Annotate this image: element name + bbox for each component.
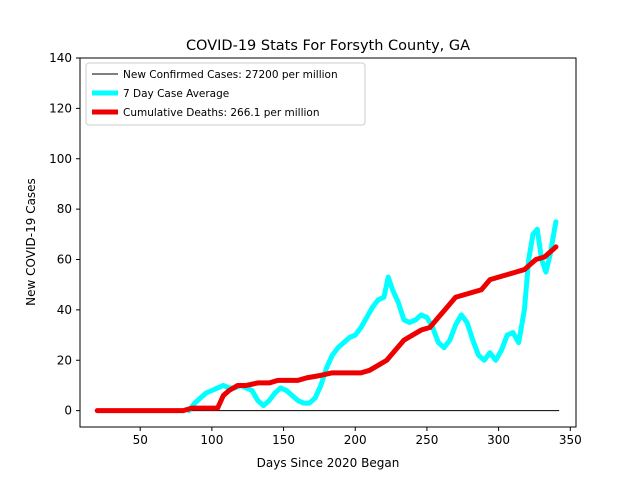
x-tick-label: 50 <box>133 433 148 447</box>
axes-frame <box>79 57 577 428</box>
y-tick-label: 20 <box>57 353 72 367</box>
y-tick-label: 100 <box>49 152 72 166</box>
legend-box <box>85 62 366 126</box>
x-tick-label: 350 <box>559 433 582 447</box>
y-tick-label: 80 <box>57 202 72 216</box>
x-tick-label: 150 <box>272 433 295 447</box>
legend-label-cases: New Confirmed Cases: 27200 per million <box>123 69 338 81</box>
chart-title: COVID-19 Stats For Forsyth County, GA <box>186 38 470 54</box>
y-axis-label: New COVID-19 Cases <box>24 178 38 306</box>
y-tick-label: 60 <box>57 253 72 267</box>
y-tick-label: 40 <box>57 303 72 317</box>
y-tick-label: 140 <box>49 51 72 65</box>
y-ticks: 0 20 40 60 80 100 120 140 <box>49 51 80 418</box>
x-tick-label: 250 <box>415 433 438 447</box>
series-layer <box>94 219 560 414</box>
series-line-7-day-average <box>186 219 559 414</box>
x-tick-label: 300 <box>487 433 510 447</box>
y-tick-label: 120 <box>49 101 72 115</box>
legend: New Confirmed Cases: 27200 per million 7… <box>85 62 366 126</box>
y-tick-label: 0 <box>64 404 72 418</box>
x-ticks: 50 100 150 200 250 300 350 <box>133 427 582 447</box>
legend-label-deaths: Cumulative Deaths: 266.1 per million <box>123 107 320 119</box>
x-tick-label: 200 <box>344 433 367 447</box>
legend-label-average: 7 Day Case Average <box>123 88 229 100</box>
series-line-cumulative-deaths <box>94 244 559 414</box>
x-tick-label: 100 <box>200 433 223 447</box>
x-axis-label: Days Since 2020 Began <box>257 456 400 470</box>
